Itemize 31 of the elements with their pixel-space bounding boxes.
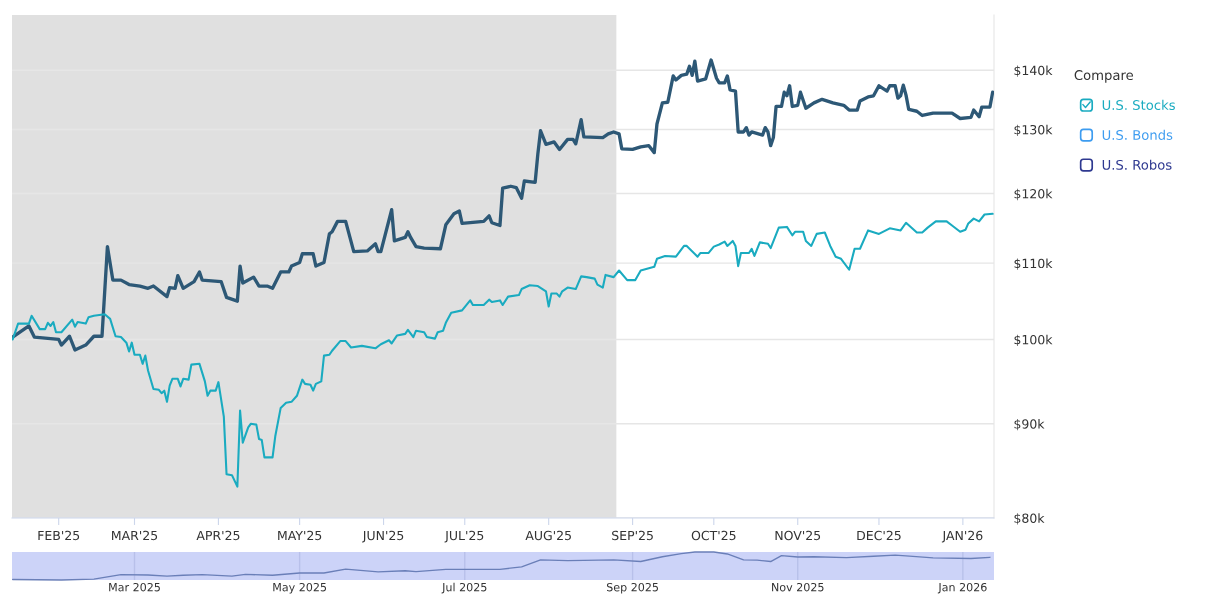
x-tick-label: SEP'25	[612, 530, 653, 541]
y-tick-label: $80k	[1014, 513, 1045, 525]
x-tick-label: DEC'25	[857, 530, 901, 541]
x-tick-label: APR'25	[196, 530, 240, 541]
x-tick-label: Nov 2025	[772, 582, 824, 592]
x-tick-label: OCT'25	[691, 530, 736, 541]
x-tick-label: JUN'25	[362, 530, 404, 543]
legend-label: U.S. Robos	[1102, 159, 1172, 170]
y-tick-label: $140k	[1014, 65, 1053, 77]
x-tick-label: AUG'25	[525, 530, 571, 541]
line-series	[12, 212, 994, 488]
x-tick-label: Mar 2025	[109, 582, 160, 592]
x-tick-label: MAY'25	[278, 530, 322, 541]
x-tick-label: MAR'25	[112, 530, 158, 541]
y-tick-label: $130k	[1014, 124, 1053, 137]
y-tick-label: $120k	[1014, 188, 1053, 201]
x-tick-label: JUL'25	[444, 530, 484, 543]
x-tick-label: May 2025	[273, 582, 327, 594]
y-tick-label: $90k	[1014, 419, 1045, 431]
x-tick-label: FEB'25	[38, 530, 80, 541]
legend-label: U.S. Stocks	[1102, 99, 1175, 111]
legend-label: U.S. Bonds	[1102, 129, 1173, 140]
x-tick-label: Sep 2025	[606, 582, 659, 594]
y-tick-label: $100k	[1014, 334, 1053, 347]
x-tick-label: NOV'25	[775, 530, 821, 541]
x-tick-label: JAN'26	[941, 530, 983, 543]
x-tick-label: Jul 2025	[441, 582, 487, 594]
line-series	[12, 58, 994, 352]
x-tick-label: Jan 2026	[937, 582, 987, 594]
legend-title: Compare	[1074, 70, 1134, 83]
y-tick-label: $110k	[1014, 258, 1053, 270]
